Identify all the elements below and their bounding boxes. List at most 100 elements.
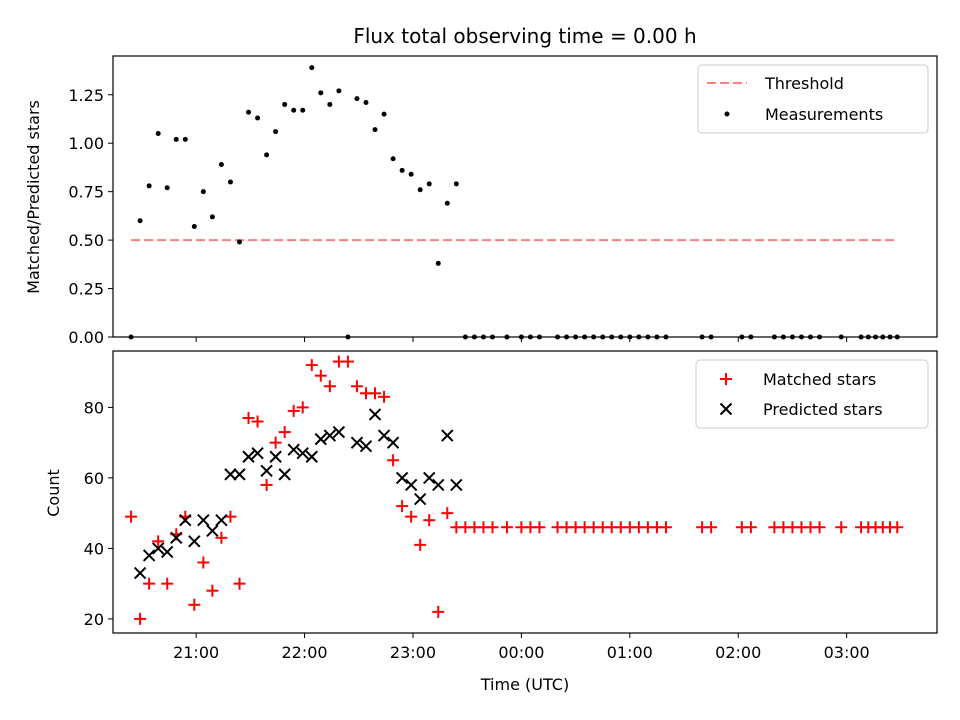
matched-star-marker bbox=[242, 411, 255, 424]
legend-matched-label: Matched stars bbox=[763, 370, 876, 389]
matched-star-marker bbox=[224, 510, 237, 523]
measurement-point bbox=[264, 152, 270, 158]
measurement-point bbox=[318, 90, 324, 96]
matched-star-marker bbox=[341, 355, 354, 368]
predicted-star-marker bbox=[188, 535, 201, 548]
matched-star-marker bbox=[396, 500, 409, 513]
matched-star-marker bbox=[287, 404, 300, 417]
predicted-star-marker bbox=[413, 492, 427, 506]
predicted-star-marker bbox=[441, 429, 454, 442]
predicted-star-marker bbox=[404, 478, 418, 492]
matched-star-marker bbox=[125, 510, 138, 523]
measurement-point bbox=[173, 136, 179, 142]
measurement-point bbox=[300, 107, 306, 113]
ratio-y-tick-label: 0.25 bbox=[68, 280, 104, 299]
measurement-point bbox=[246, 109, 252, 115]
count-y-tick-label: 60 bbox=[84, 469, 104, 488]
ratio-y-tick-label: 1.25 bbox=[68, 86, 104, 105]
matched-star-marker bbox=[233, 577, 246, 590]
matched-star-marker bbox=[441, 507, 454, 520]
matched-star-marker bbox=[891, 521, 904, 534]
legend-predicted-swatch bbox=[719, 402, 733, 416]
measurement-point bbox=[390, 156, 396, 162]
predicted-star-marker bbox=[377, 429, 391, 442]
measurement-point bbox=[417, 187, 423, 193]
predicted-star-marker bbox=[323, 429, 337, 442]
measurement-point bbox=[191, 224, 197, 230]
matched-star-marker bbox=[143, 577, 156, 590]
predicted-star-marker bbox=[423, 471, 436, 485]
matched-star-marker bbox=[251, 415, 264, 428]
measurement-point bbox=[282, 101, 288, 107]
predicted-star-marker bbox=[206, 524, 219, 537]
matched-star-marker bbox=[350, 380, 363, 393]
matched-star-marker bbox=[152, 535, 165, 548]
measurement-point bbox=[137, 218, 143, 224]
ratio-y-tick-label: 0.50 bbox=[68, 231, 104, 250]
predicted-star-marker bbox=[314, 432, 328, 446]
predicted-star-marker bbox=[260, 464, 273, 478]
count-x-tick-label: 21:00 bbox=[173, 643, 219, 662]
count-x-tick-label: 03:00 bbox=[824, 643, 870, 662]
matched-star-marker bbox=[134, 612, 147, 625]
legend-measurements-label: Measurements bbox=[765, 105, 883, 124]
chart-title: Flux total observing time = 0.00 h bbox=[353, 24, 696, 48]
matched-star-marker bbox=[161, 577, 174, 590]
matched-star-marker bbox=[260, 478, 273, 491]
measurement-point bbox=[453, 181, 459, 187]
measurement-point bbox=[209, 214, 215, 220]
predicted-star-marker bbox=[151, 542, 165, 555]
count-x-tick-label: 01:00 bbox=[607, 643, 653, 662]
measurement-point bbox=[273, 129, 279, 135]
matched-star-marker bbox=[369, 387, 382, 400]
predicted-star-marker bbox=[179, 513, 192, 527]
measurement-point bbox=[426, 181, 432, 187]
legend-measurements-swatch bbox=[724, 111, 730, 117]
count-x-tick-label: 02:00 bbox=[715, 643, 761, 662]
ratio-y-tick-label: 0.75 bbox=[68, 183, 104, 202]
matched-star-marker bbox=[432, 605, 445, 618]
count-plot-frame bbox=[112, 350, 938, 634]
measurement-point bbox=[227, 179, 233, 185]
matched-star-marker bbox=[500, 521, 513, 534]
predicted-star-marker bbox=[332, 425, 346, 439]
predicted-star-marker bbox=[386, 436, 400, 449]
measurement-point bbox=[182, 136, 188, 142]
predicted-star-markers bbox=[133, 408, 463, 580]
matched-star-marker bbox=[486, 521, 499, 534]
predicted-star-marker bbox=[278, 468, 291, 481]
measurement-point bbox=[372, 127, 378, 133]
ratio-legend: Threshold Measurements bbox=[697, 64, 929, 134]
count-x-axis-label: Time (UTC) bbox=[480, 675, 569, 694]
matched-star-marker bbox=[423, 514, 436, 527]
count-panel: Count Time (UTC) 20 40 60 80 21:00 22:00 23:0… bbox=[44, 350, 938, 694]
predicted-star-marker bbox=[161, 545, 174, 559]
matched-star-marker bbox=[405, 510, 418, 523]
measurement-point bbox=[354, 96, 360, 102]
count-legend-box bbox=[695, 359, 929, 429]
count-y-tick-label: 40 bbox=[84, 539, 104, 558]
measurement-point bbox=[155, 131, 161, 137]
count-y-tick-label: 80 bbox=[84, 398, 104, 417]
predicted-star-marker bbox=[224, 468, 237, 481]
measurement-point bbox=[381, 111, 387, 117]
predicted-star-marker bbox=[450, 478, 463, 492]
ratio-panel: Flux total observing time = 0.00 h Match… bbox=[24, 24, 938, 347]
predicted-star-marker bbox=[432, 478, 445, 492]
ratio-x-ticks bbox=[195, 337, 848, 342]
matched-star-marker bbox=[305, 359, 318, 372]
legend-plus-mark bbox=[720, 373, 732, 385]
predicted-star-marker bbox=[305, 450, 318, 463]
matched-star-marker bbox=[813, 521, 826, 534]
ratio-y-tick-label: 1.00 bbox=[68, 134, 104, 153]
matched-star-markers bbox=[125, 355, 904, 625]
matched-star-marker bbox=[378, 390, 391, 403]
measurement-point bbox=[309, 65, 315, 71]
matched-star-marker bbox=[533, 521, 546, 534]
measurement-point bbox=[255, 115, 261, 121]
measurement-point bbox=[363, 100, 369, 106]
legend-matched-swatch bbox=[720, 373, 732, 385]
measurement-point bbox=[336, 88, 342, 94]
measurement-point bbox=[291, 107, 297, 113]
